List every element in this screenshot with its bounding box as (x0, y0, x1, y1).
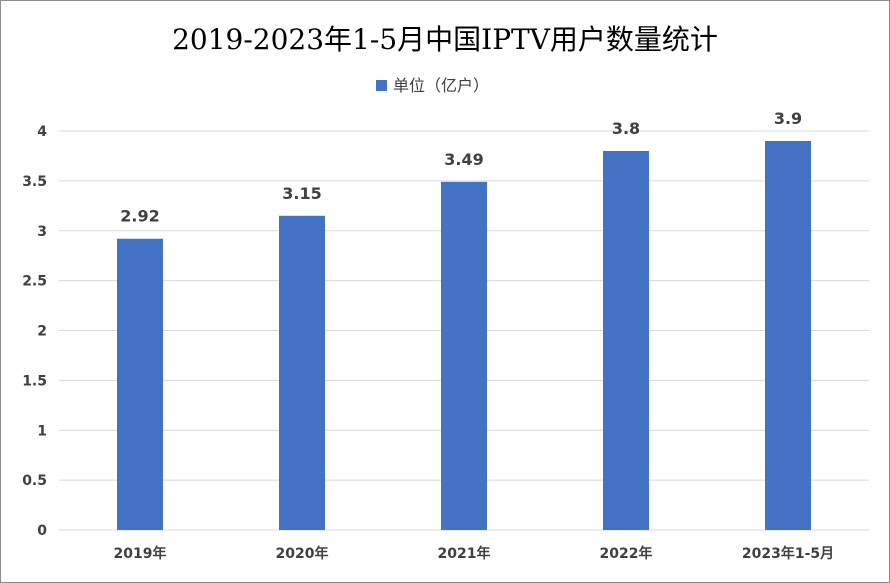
y-tick-label: 4 (37, 124, 47, 140)
x-tick-label: 2019年 (114, 545, 167, 562)
y-tick-label: 1.5 (22, 373, 47, 389)
bars (117, 140, 811, 531)
data-labels: 2.92 3.15 3.49 3.8 3.9 (120, 109, 802, 226)
x-tick-label: 2023年1-5月 (742, 545, 834, 562)
y-tick-label: 1 (37, 423, 47, 439)
bar (117, 238, 163, 531)
y-tick-label: 3 (37, 224, 47, 240)
y-axis-ticks: 0 0.5 1 1.5 2 2.5 3 3.5 4 (22, 124, 47, 539)
data-label: 3.49 (444, 150, 483, 169)
x-axis-ticks: 2019年 2020年 2021年 2022年 2023年1-5月 (114, 545, 835, 562)
x-tick-label: 2020年 (276, 545, 329, 562)
data-label: 2.92 (120, 207, 159, 226)
data-label: 3.15 (282, 184, 321, 203)
legend-swatch (376, 80, 387, 91)
bar (441, 181, 487, 530)
data-label: 3.8 (612, 119, 640, 138)
x-tick-label: 2022年 (600, 545, 653, 562)
y-tick-label: 0.5 (22, 473, 47, 489)
x-tick-label: 2021年 (438, 545, 491, 562)
bar (765, 140, 811, 530)
legend: 单位（亿户） (376, 76, 489, 95)
y-tick-label: 0 (37, 523, 47, 539)
y-tick-label: 3.5 (22, 174, 47, 190)
chart-title: 2019-2023年1-5月中国IPTV用户数量统计 (172, 23, 718, 56)
bar (279, 215, 325, 530)
bar (603, 150, 649, 530)
legend-label: 单位（亿户） (393, 76, 489, 95)
y-tick-label: 2.5 (22, 274, 47, 290)
data-label: 3.9 (774, 109, 802, 128)
y-tick-label: 2 (37, 324, 47, 340)
